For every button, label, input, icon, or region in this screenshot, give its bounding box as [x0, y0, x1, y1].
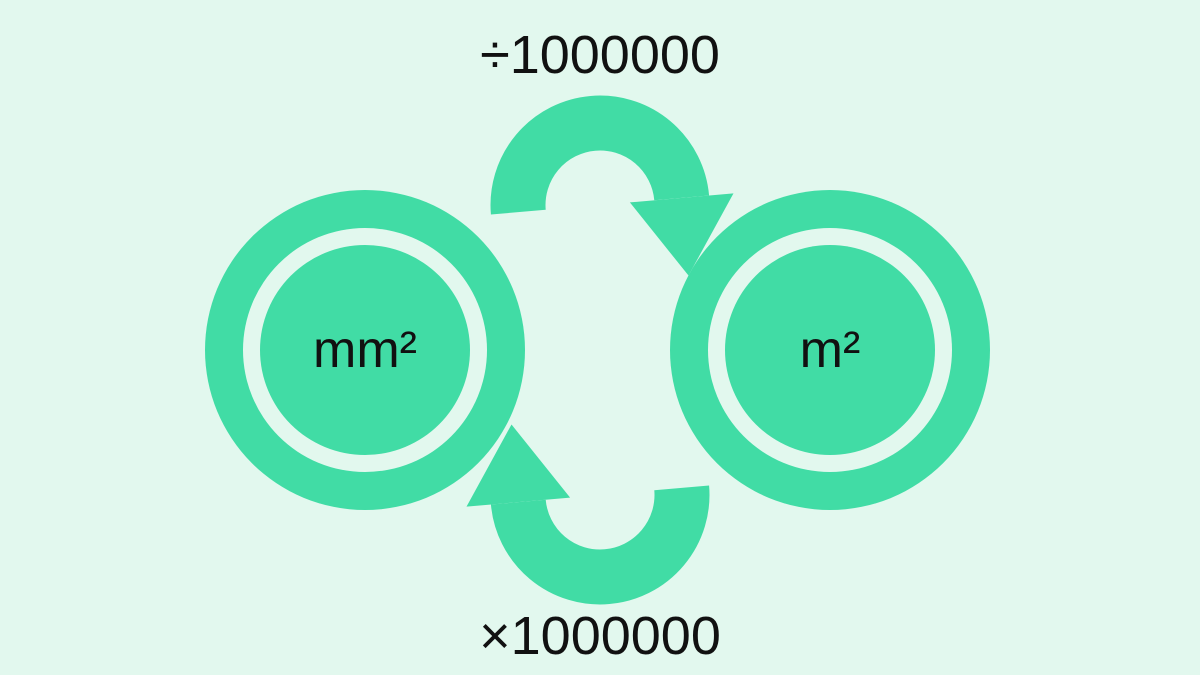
left-unit-node: mm²: [205, 190, 525, 510]
top-convert-arrow: [518, 123, 733, 276]
top-operation-label: ÷1000000: [0, 24, 1200, 86]
bottom-operation-label: ×1000000: [0, 605, 1200, 667]
conversion-diagram: mm² m² ÷1000000 ×1000000: [0, 0, 1200, 675]
diagram-svg: mm² m²: [0, 0, 1200, 675]
bottom-convert-arrow: [467, 424, 682, 577]
right-unit-node: m²: [670, 190, 990, 510]
right-unit-label: m²: [800, 321, 861, 379]
left-unit-label: mm²: [313, 321, 417, 379]
